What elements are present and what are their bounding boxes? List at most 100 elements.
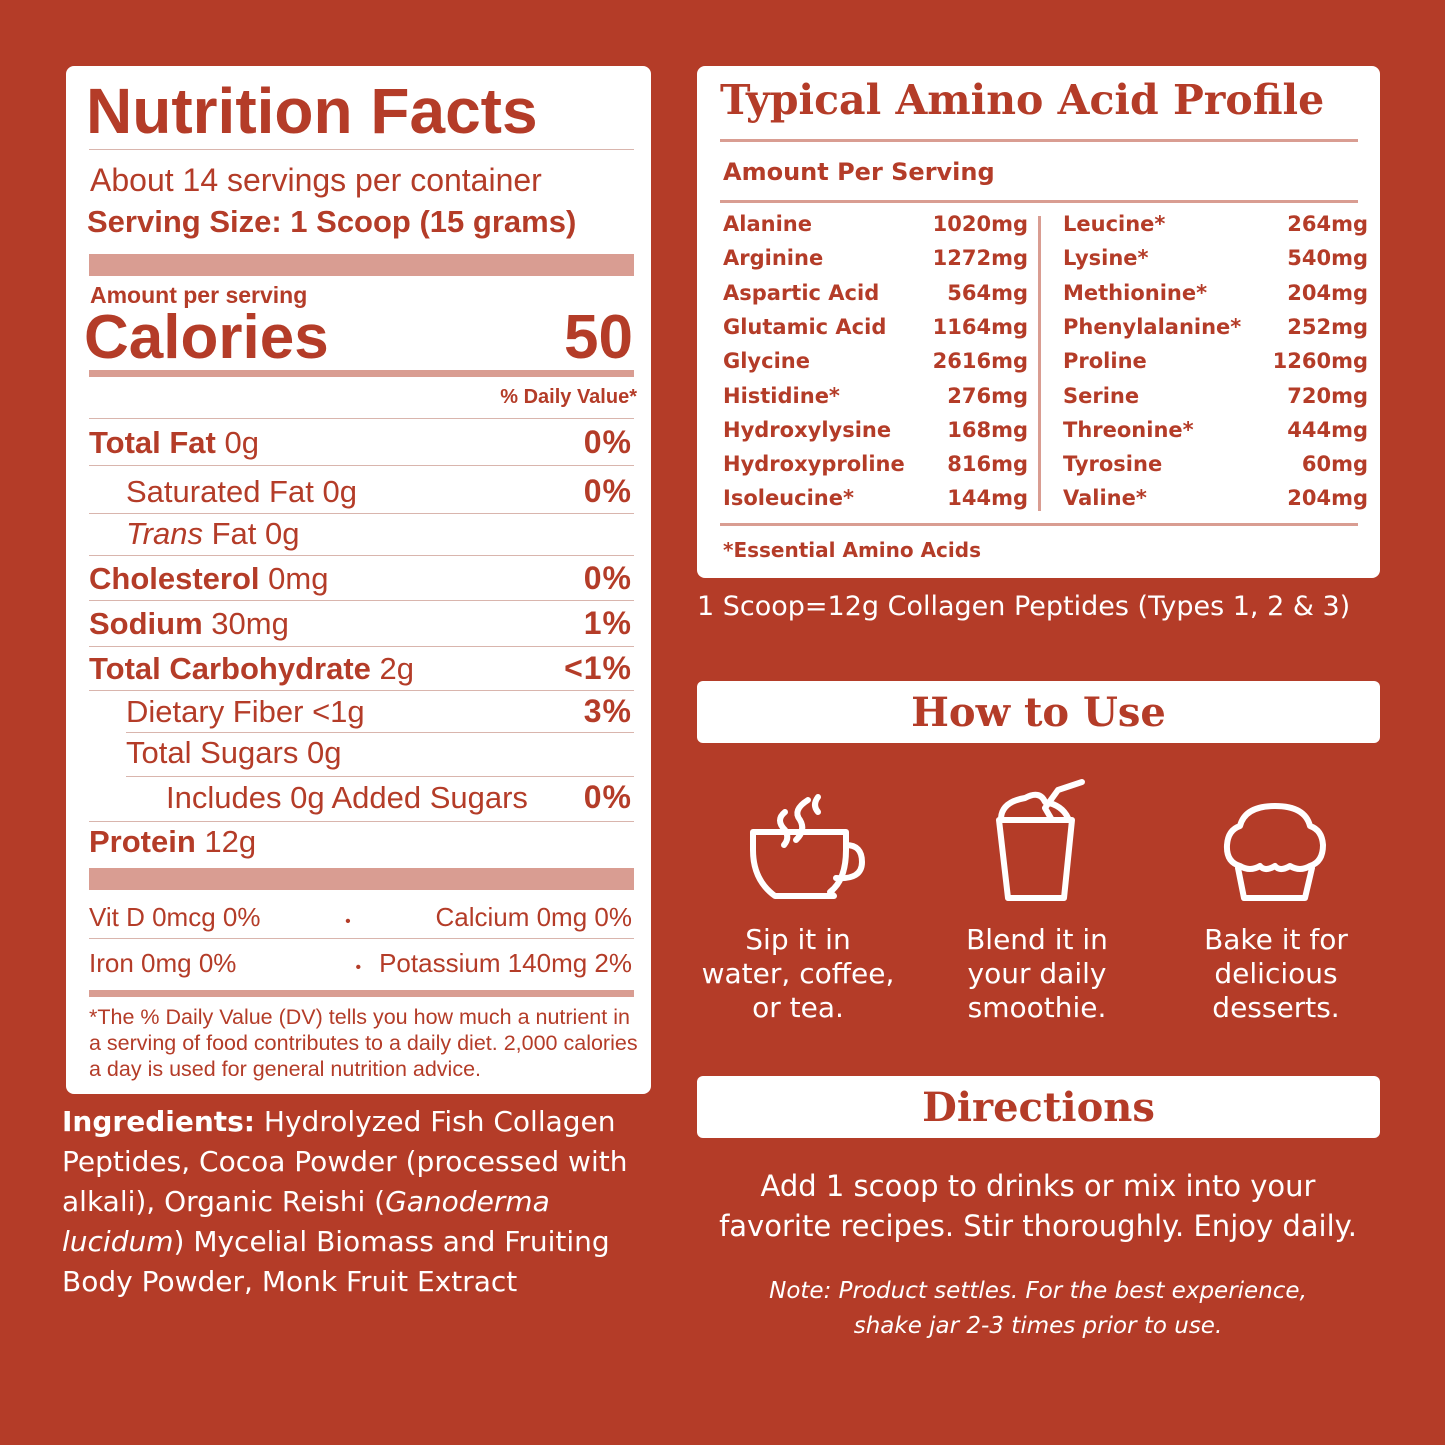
nutrient-amount: 2g [379,651,415,686]
vitamin-row: Iron 0mg 0% • Potassium 140mg 2% [89,948,632,979]
nutrient-amount: 0g [306,735,342,770]
nutrient-dv: 0% [583,560,632,596]
amino-subtitle: Amount Per Serving [723,158,995,186]
amino-acid-amount: 144mg [947,486,1028,511]
nutrient-label: Saturated Fat [126,474,314,509]
nutrient-row: Protein 12g [89,824,632,860]
ingredients: Ingredients: Hydrolyzed Fish Collagen Pe… [62,1102,652,1302]
nutrient-label: Protein [89,824,196,859]
potassium: Potassium 140mg 2% [379,948,632,978]
how-to-use-header: How to Use [697,681,1380,743]
amino-acid-name: Proline [1063,349,1147,374]
bullet: • [355,959,362,976]
amino-title: Typical Amino Acid Profile [720,76,1325,124]
nutrient-amount: 0g [224,425,259,460]
amino-acid-row: Hydroxylysine 168mg [723,418,1028,442]
amino-acid-amount: 540mg [1287,246,1368,271]
amino-acid-amount: 264mg [1287,212,1368,236]
amino-acid-row: Isoleucine* 144mg [723,486,1028,510]
amount-per-serving: Amount per serving [90,282,308,308]
smoothie-cup-icon [996,779,1085,901]
serving-size: Serving Size: 1 Scoop (15 grams) [87,204,577,239]
nutrient-dv: 0% [583,473,632,509]
amino-acid-row: Serine 720mg [1063,384,1368,408]
nutrient-amount: 0g [322,474,357,509]
amino-acid-row: Hydroxyproline 816mg [723,452,1028,476]
nutrient-row: Cholesterol 0mg 0% [89,560,632,597]
amino-acid-name: Threonine* [1063,417,1194,442]
amino-acid-amount: 276mg [947,383,1028,408]
amino-acid-amount: 168mg [947,417,1028,442]
nutrient-row: Total Fat 0g 0% [89,424,632,461]
calories-label: Calories [84,303,329,372]
servings: About 14 servings per container [90,162,542,198]
nutrient-amount: 12g [204,824,257,859]
how-to-use-caption-sip: Sip it in water, coffee, or tea. [678,923,918,1025]
scoop-note: 1 Scoop=12g Collagen Peptides (Types 1, … [697,591,1351,622]
amino-acid-row: Glycine 2616mg [723,349,1028,373]
amino-acid-row: Methionine* 204mg [1063,281,1368,305]
directions-title: Directions [922,1083,1155,1131]
amino-acid-amount: 2616mg [932,349,1028,374]
caption-line: Bake it for [1204,923,1348,956]
nutrient-dv: 0% [583,424,632,460]
nutrient-row: Dietary Fiber <1g 3% [126,693,632,730]
amino-acid-amount: 444mg [1287,417,1368,442]
amino-acid-amount: 564mg [947,280,1028,305]
nutrient-row: Sodium 30mg 1% [89,605,632,642]
amino-acid-name: Histidine* [723,383,840,408]
caption-line: smoothie. [967,991,1107,1024]
calories-value: 50 [564,303,633,372]
amino-acid-row: Alanine 1020mg [723,212,1028,236]
amino-acid-amount: 204mg [1287,486,1368,511]
directions-header: Directions [697,1076,1380,1138]
nutrition-title: Nutrition Facts [86,75,538,147]
coffee-cup-icon [750,794,865,899]
how-to-use-caption-bake: Bake it for delicious desserts. [1156,923,1396,1025]
nutrient-row: Total Carbohydrate 2g <1% [89,650,632,687]
amino-acid-amount: 204mg [1287,280,1368,305]
amino-acid-row: Proline 1260mg [1063,349,1368,373]
amino-acid-row: Valine* 204mg [1063,486,1368,510]
how-to-use-title: How to Use [911,688,1166,736]
caption-line: delicious [1214,957,1338,990]
caption-line: water, coffee, [701,957,895,990]
amino-acid-amount: 1020mg [932,212,1028,236]
amino-acid-name: Aspartic Acid [723,280,880,305]
nutrient-label: Total Fat [89,425,216,460]
amino-acid-amount: 1272mg [932,246,1028,271]
directions-line: favorite recipes. Stir thoroughly. Enjoy… [719,1209,1357,1243]
amino-acid-row: Tyrosine 60mg [1063,452,1368,476]
nutrient-label: Dietary Fiber [126,694,304,729]
amino-acid-row: Arginine 1272mg [723,246,1028,270]
nutrient-label: Sodium [89,606,203,641]
vitamin-row: Vit D 0mcg 0% • Calcium 0mg 0% [89,902,632,933]
ingredients-species: Ganoderma lucidum [62,1185,550,1258]
nutrient-label: Total Carbohydrate [89,651,371,686]
nutrient-row: Saturated Fat 0g 0% [126,473,632,510]
amino-acid-name: Hydroxyproline [723,452,905,477]
nutrient-amount: <1g [312,694,365,729]
amino-acid-name: Isoleucine* [723,486,854,511]
amino-acid-row: Threonine* 444mg [1063,418,1368,442]
amino-acid-row: Leucine* 264mg [1063,212,1368,236]
amino-acid-amount: 60mg [1301,452,1368,477]
daily-value-header: % Daily Value* [500,386,637,408]
directions-text: Add 1 scoop to drinks or mix into your fa… [640,1166,1436,1246]
amino-acid-amount: 720mg [1287,383,1368,408]
amino-acid-name: Arginine [723,246,824,271]
amino-acid-amount: 1260mg [1272,349,1368,374]
amino-acid-name: Serine [1063,383,1140,408]
nutrient-label-suffix: Fat [211,516,257,551]
ingredients-label: Ingredients: [62,1105,256,1138]
nutrient-label: Trans [126,516,203,551]
amino-acid-name: Leucine* [1063,212,1166,236]
amino-acid-row: Glutamic Acid 1164mg [723,315,1028,339]
amino-acid-row: Histidine* 276mg [723,384,1028,408]
nutrient-amount: 30mg [211,606,289,641]
nutrient-amount: 0mg [268,561,329,596]
amino-acid-name: Tyrosine [1063,452,1163,477]
amino-footnote: *Essential Amino Acids [723,538,981,562]
caption-line: Blend it in [966,923,1108,956]
